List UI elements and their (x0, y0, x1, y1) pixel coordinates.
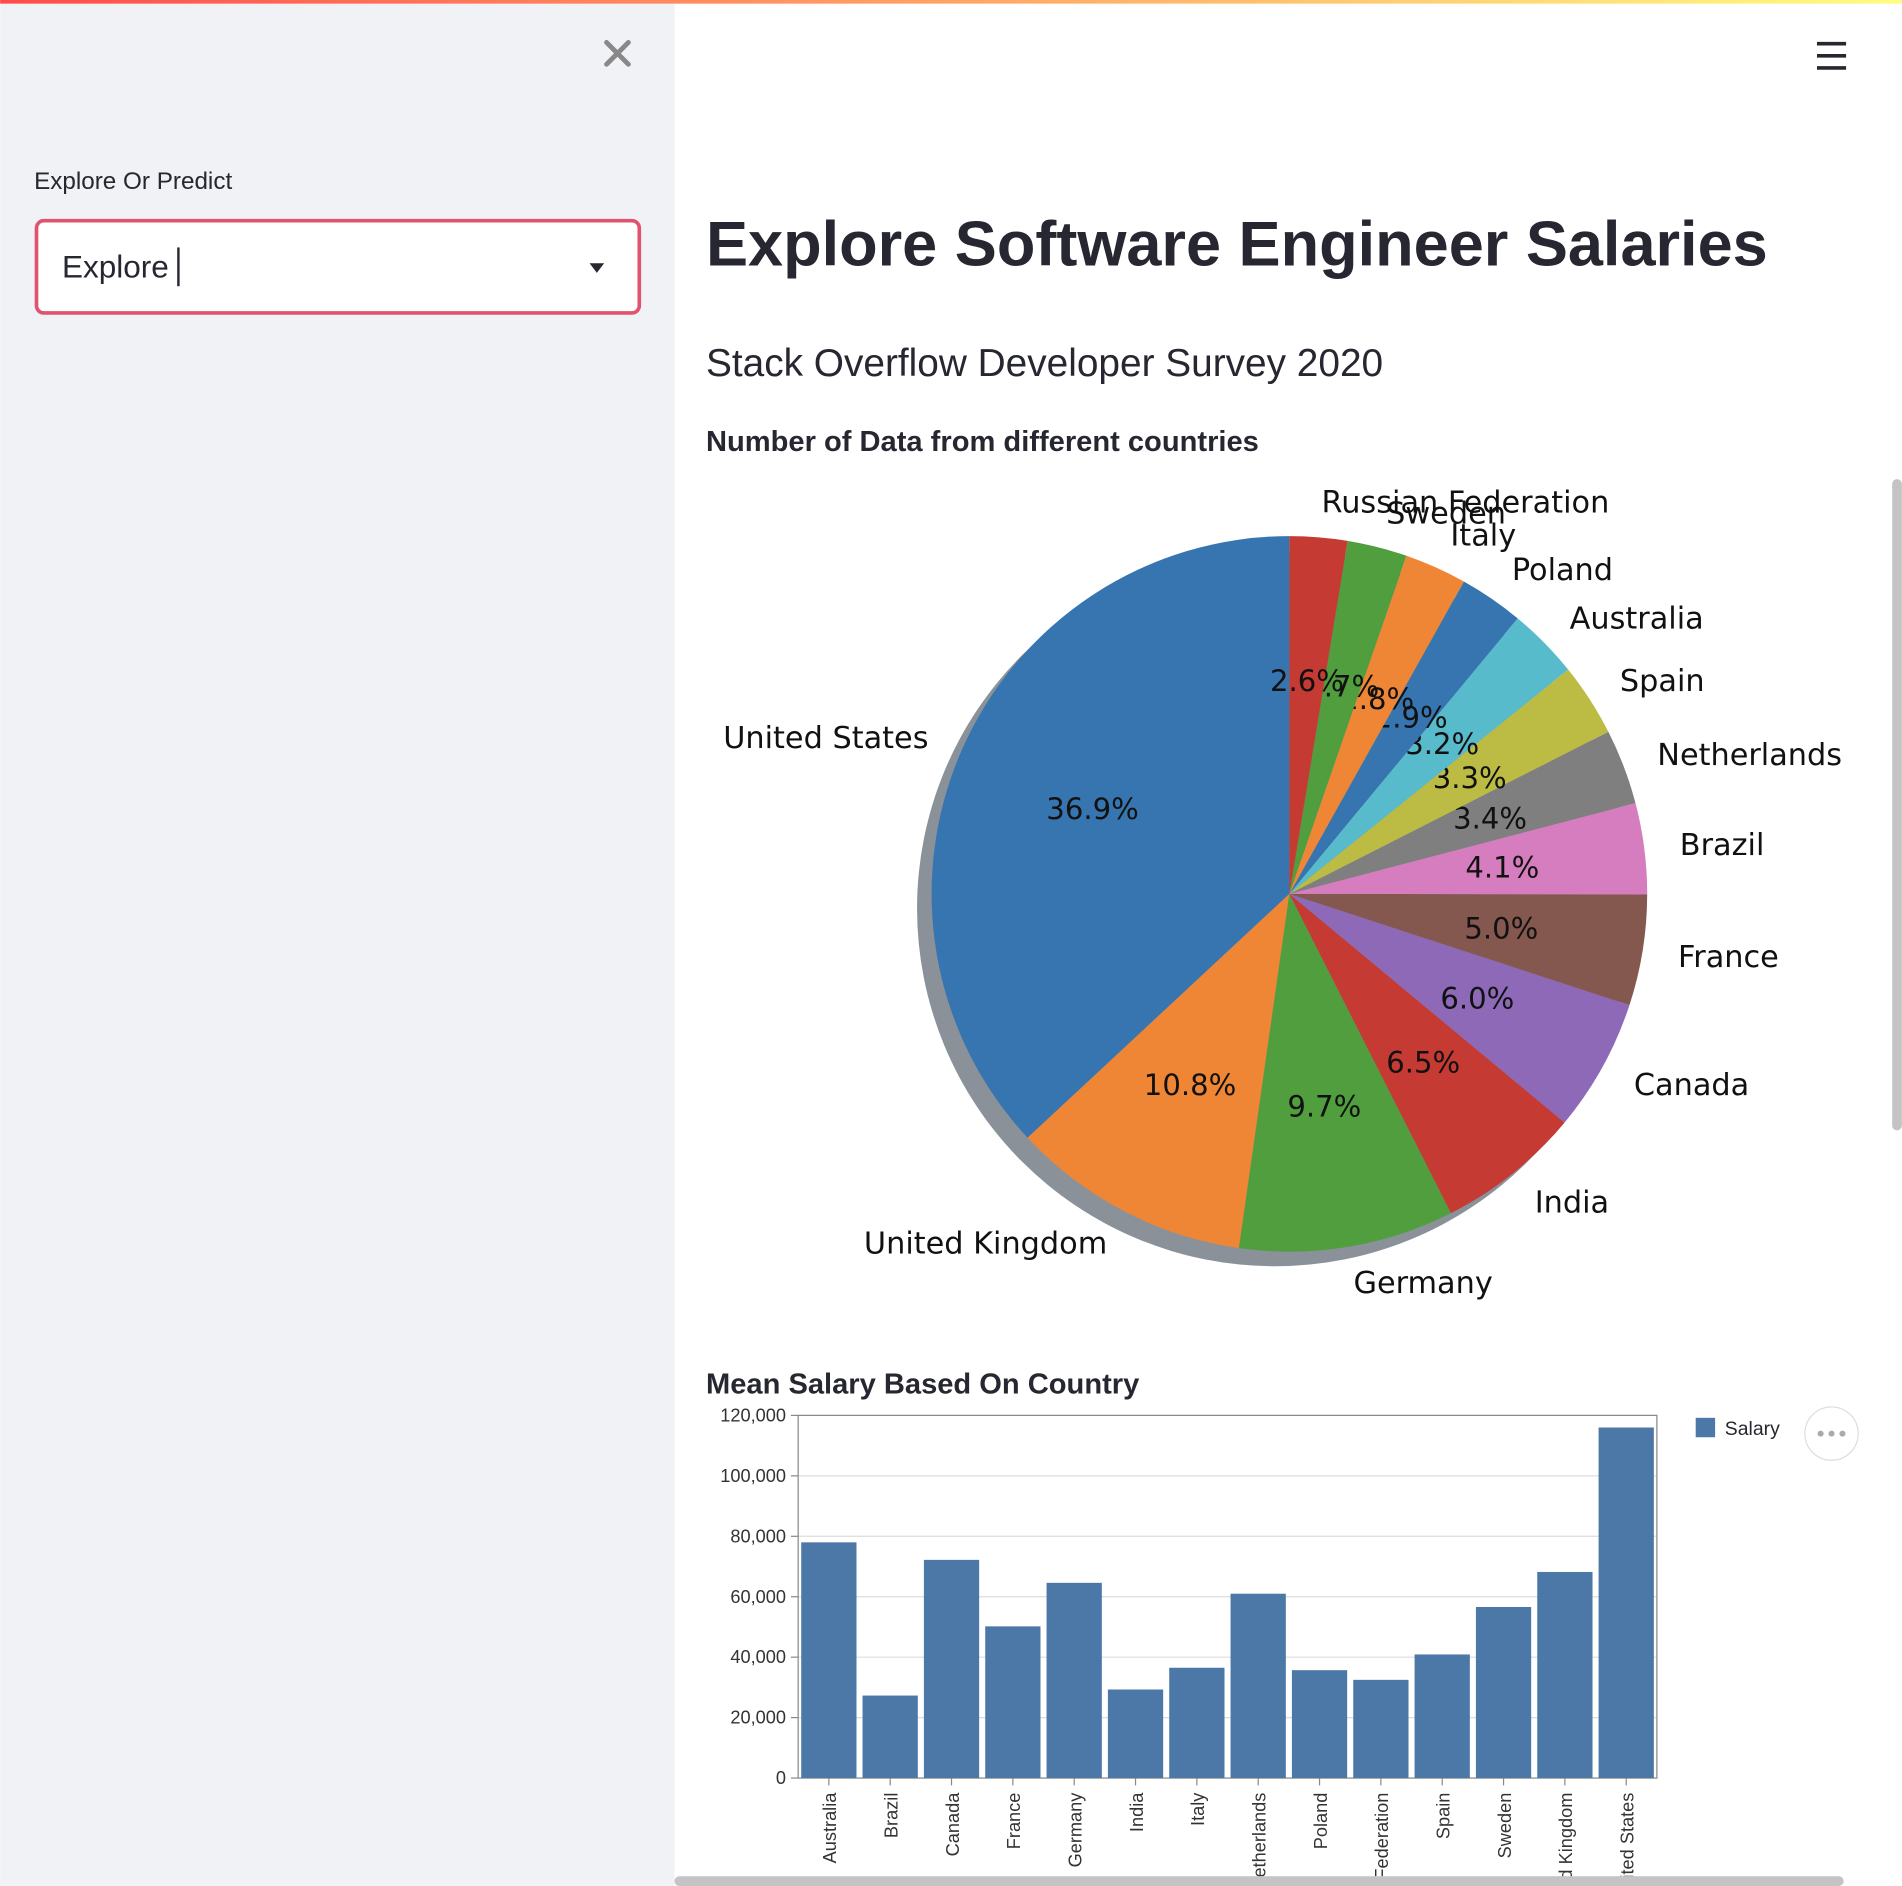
bar (985, 1626, 1041, 1779)
y-tick-label: 60,000 (730, 1587, 786, 1607)
pie-slice (1289, 893, 1630, 1123)
bar (1230, 1593, 1286, 1779)
slice-value-label: 5.0% (1464, 912, 1538, 946)
slice-label: Brazil (1680, 828, 1765, 863)
select-label: Explore Or Predict (34, 168, 232, 195)
bar (1414, 1654, 1470, 1779)
v-scrollbar[interactable] (1892, 479, 1902, 1131)
slice-label: United States (723, 721, 928, 756)
dropdown-caret[interactable] (589, 263, 605, 273)
legend-swatch (1695, 1417, 1716, 1438)
close-button[interactable] (604, 40, 631, 67)
bar (1353, 1679, 1409, 1779)
pie-slice (1289, 893, 1565, 1214)
chart-title: Mean Salary Based On Country (706, 1369, 1140, 1401)
x-tick-label: Poland (1311, 1793, 1331, 1850)
slice-label: Spain (1620, 664, 1705, 699)
pie-slice (1027, 893, 1290, 1249)
slice-value-label: 2.6% (1270, 664, 1344, 698)
bar (1598, 1427, 1654, 1779)
pie-slice (1289, 669, 1609, 894)
slice-value-label: 6.0% (1440, 982, 1514, 1016)
page-title: Explore Software Engineer Salaries (706, 210, 1768, 280)
bar (1107, 1689, 1164, 1779)
bar (1475, 1607, 1532, 1779)
slice-value-label: 3.4% (1453, 802, 1527, 836)
slice-label: Sweden (1386, 496, 1506, 531)
x-tick-label: Russian Federation (1372, 1793, 1392, 1886)
pie-slice (1289, 618, 1569, 894)
slice-label: Poland (1512, 553, 1613, 588)
y-tick-label: 120,000 (720, 1405, 786, 1425)
slice-label: Russian Federation (1322, 486, 1610, 521)
x-tick-label: Canada (943, 1792, 963, 1857)
y-tick-label: 80,000 (730, 1526, 786, 1546)
pie-slice (1289, 540, 1407, 894)
bar (1537, 1571, 1593, 1779)
bar (801, 1542, 857, 1779)
x-tick-label: Sweden (1495, 1793, 1515, 1859)
x-tick-label: Netherlands (1249, 1793, 1269, 1886)
pie-slice (1238, 893, 1451, 1252)
x-tick-label: India (1127, 1792, 1147, 1832)
pie-slice (1289, 731, 1636, 894)
x-tick-label: United Kingdom (1556, 1793, 1576, 1886)
y-tick-label: 20,000 (730, 1708, 786, 1728)
pie-slice (1289, 893, 1648, 1006)
h-scrollbar[interactable] (674, 1876, 1844, 1886)
pie-chart: United States 36.9% United Kingdom 10.8% Ger… (723, 486, 1842, 1302)
bar (1046, 1582, 1102, 1779)
bar (923, 1559, 980, 1779)
x-tick-label: Italy (1188, 1792, 1208, 1826)
bar (1291, 1670, 1348, 1779)
select-value: Explore (62, 249, 169, 285)
slice-label: Netherlands (1657, 738, 1842, 773)
pie-slice (931, 536, 1290, 1138)
slice-value-label: 9.7% (1287, 1090, 1361, 1124)
x-tick-label: Germany (1065, 1792, 1085, 1868)
menu-button[interactable] (1816, 41, 1847, 70)
slice-label: Australia (1570, 601, 1704, 636)
x-tick-label: France (1004, 1793, 1024, 1850)
pie-slice (1289, 581, 1518, 894)
pie-slice (1289, 536, 1348, 894)
bar-chart: 0 20,000 40,000 60,000 80,000 100,000 120,000 A… (720, 1405, 1658, 1886)
slice-label: India (1535, 1186, 1609, 1221)
slice-value-label: 6.5% (1386, 1046, 1460, 1080)
x-tick-label: Australia (820, 1792, 840, 1864)
x-tick-label: United States (1617, 1793, 1637, 1886)
pie-slice (1289, 555, 1464, 894)
chart-title: Number of Data from different countries (706, 426, 1259, 458)
slice-label: United Kingdom (864, 1227, 1107, 1262)
slice-value-label: 10.8% (1144, 1068, 1236, 1102)
x-tick-label: Brazil (881, 1793, 901, 1838)
bar (862, 1695, 918, 1779)
slice-label: Italy (1450, 519, 1516, 554)
y-tick-label: 100,000 (720, 1466, 786, 1486)
top-bar (0, 0, 1902, 4)
legend-label: Salary (1725, 1418, 1780, 1440)
subtitle: Stack Overflow Developer Survey 2020 (706, 342, 1383, 385)
pie-slice (1289, 803, 1648, 895)
slice-label: Germany (1353, 1266, 1492, 1301)
y-tick-label: 0 (776, 1768, 786, 1788)
plot-frame (797, 1414, 1658, 1779)
bar (1169, 1667, 1225, 1779)
chart-menu[interactable] (1804, 1406, 1859, 1461)
slice-label: France (1678, 940, 1779, 975)
select-box[interactable] (34, 218, 642, 315)
x-tick-label: Spain (1433, 1793, 1453, 1840)
slice-value-label: 36.9% (1046, 792, 1138, 826)
slice-value-label: 4.1% (1465, 851, 1539, 885)
slice-label: Canada (1634, 1068, 1749, 1103)
y-tick-label: 40,000 (730, 1647, 786, 1667)
